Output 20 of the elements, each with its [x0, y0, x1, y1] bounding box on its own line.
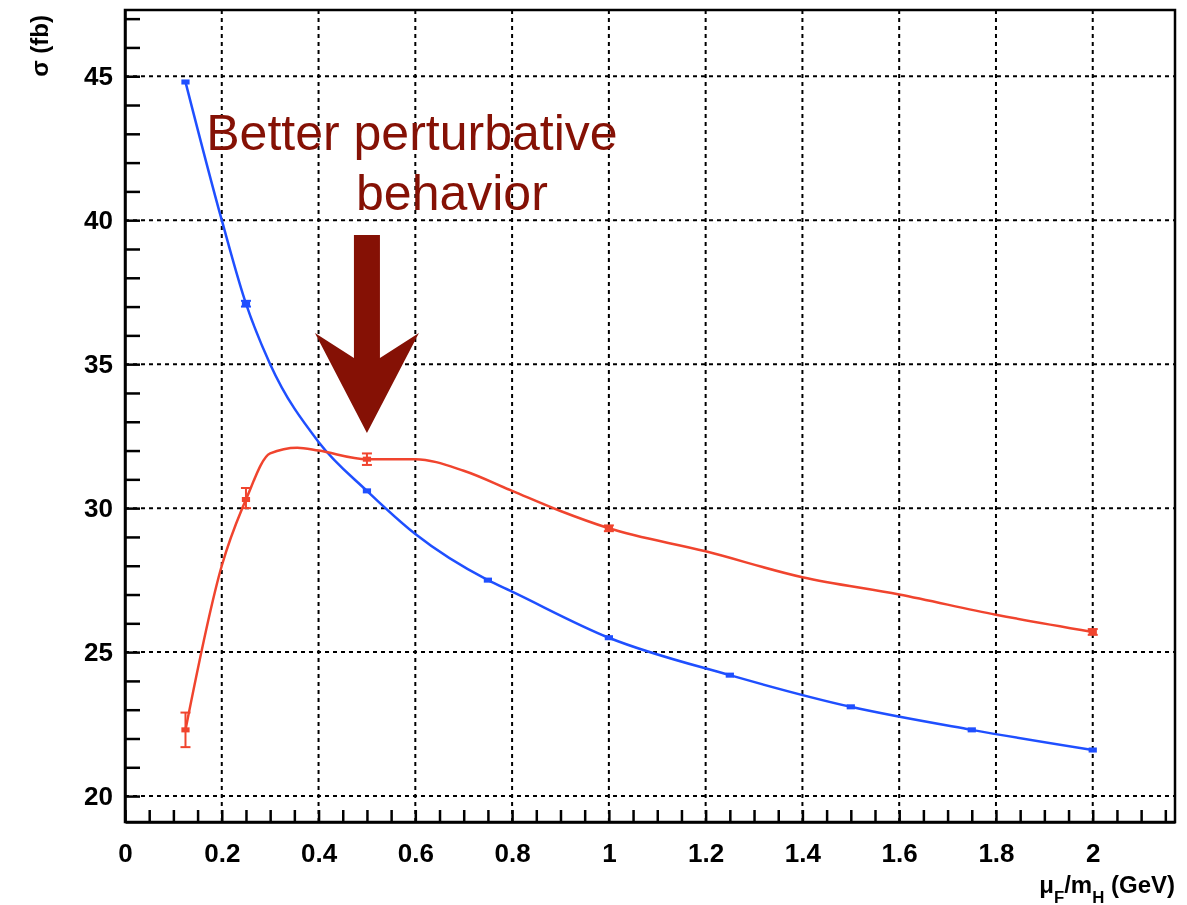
- x-axis-title: μ$_{F}$/m$_{H}$ (GeV): [1039, 871, 1175, 905]
- x-tick-label: 2: [1086, 838, 1101, 869]
- annotation: Better perturbative behavior: [206, 105, 618, 221]
- x-tick-label: 1: [602, 838, 617, 869]
- y-tick-label: 20: [84, 780, 113, 811]
- x-tick-label: 1.2: [688, 838, 725, 869]
- x-tick-label: 0: [118, 838, 133, 869]
- x-tick-label: 0.6: [397, 838, 434, 869]
- y-tick-label: 30: [84, 492, 113, 523]
- y-tick-label: 25: [84, 636, 113, 667]
- y-tick-label: 40: [84, 205, 113, 236]
- x-tick-label: 1.6: [881, 838, 918, 869]
- y-tick-label: 45: [84, 61, 113, 92]
- x-tick-label: 0.2: [204, 838, 241, 869]
- y-tick-label: 35: [84, 348, 113, 379]
- y-axis-title: σ (fb): [26, 15, 53, 77]
- x-tick-label: 1.4: [784, 838, 822, 869]
- x-tick-label: 1.8: [978, 838, 1015, 869]
- x-tick-label: 0.8: [494, 838, 531, 869]
- x-tick-label: 0.4: [300, 838, 338, 869]
